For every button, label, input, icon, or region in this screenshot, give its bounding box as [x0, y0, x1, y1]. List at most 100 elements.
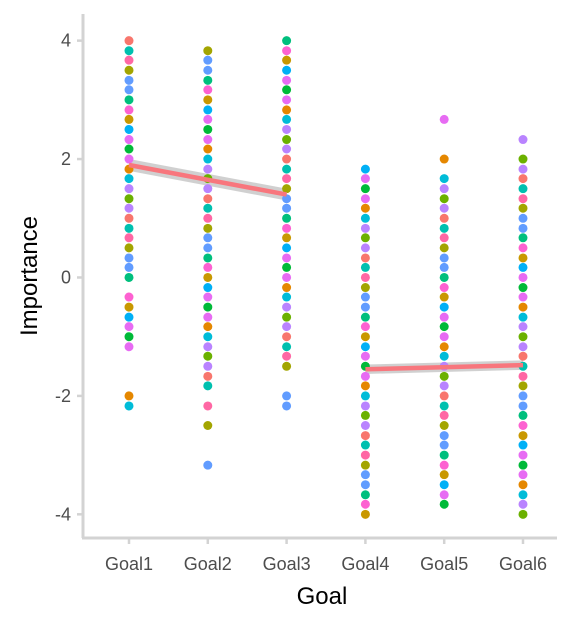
- data-point: [439, 371, 449, 381]
- data-point: [203, 262, 213, 272]
- data-point: [203, 75, 213, 85]
- data-point: [282, 213, 292, 223]
- data-point: [282, 46, 292, 56]
- data-point: [518, 184, 528, 194]
- data-point: [360, 322, 370, 332]
- data-point: [439, 272, 449, 282]
- data-point: [124, 233, 134, 243]
- data-point: [124, 312, 134, 322]
- data-point: [439, 322, 449, 332]
- data-point: [203, 184, 213, 194]
- data-point: [439, 243, 449, 253]
- data-point: [203, 351, 213, 361]
- data-point: [439, 499, 449, 509]
- data-point: [518, 283, 528, 293]
- data-point: [518, 312, 528, 322]
- data-point: [203, 460, 213, 470]
- data-point: [203, 135, 213, 145]
- data-point: [282, 75, 292, 85]
- data-point: [124, 124, 134, 134]
- data-point: [203, 381, 213, 391]
- data-point: [282, 243, 292, 253]
- data-point: [282, 342, 292, 352]
- data-point: [518, 410, 528, 420]
- data-point: [124, 401, 134, 411]
- x-tick-label: Goal3: [263, 554, 311, 574]
- data-point: [439, 440, 449, 450]
- data-point: [203, 203, 213, 213]
- data-point: [282, 85, 292, 95]
- data-point: [124, 46, 134, 56]
- data-point: [518, 243, 528, 253]
- data-point: [360, 292, 370, 302]
- data-point: [203, 283, 213, 293]
- data-point: [518, 164, 528, 174]
- data-point: [124, 174, 134, 184]
- data-point: [518, 480, 528, 490]
- data-point: [360, 283, 370, 293]
- data-point: [124, 65, 134, 75]
- data-point: [518, 401, 528, 411]
- data-point: [203, 302, 213, 312]
- data-point: [203, 272, 213, 282]
- data-point: [360, 401, 370, 411]
- data-point: [439, 233, 449, 243]
- data-point: [439, 381, 449, 391]
- data-point: [124, 75, 134, 85]
- data-point: [439, 410, 449, 420]
- data-point: [439, 401, 449, 411]
- data-point: [282, 272, 292, 282]
- data-point: [282, 184, 292, 194]
- data-point: [203, 95, 213, 105]
- data-point: [203, 361, 213, 371]
- data-point: [282, 65, 292, 75]
- data-point: [360, 223, 370, 233]
- data-point: [282, 361, 292, 371]
- data-point: [282, 332, 292, 342]
- data-point: [282, 401, 292, 411]
- y-axis-title: Importance: [16, 216, 43, 336]
- data-point: [282, 292, 292, 302]
- data-point: [439, 351, 449, 361]
- data-point: [203, 65, 213, 75]
- x-axis-title: Goal: [297, 583, 348, 610]
- data-point: [439, 194, 449, 204]
- data-point: [282, 105, 292, 115]
- data-point: [360, 499, 370, 509]
- data-point: [360, 332, 370, 342]
- y-tick-label: -2: [55, 386, 71, 406]
- data-point: [439, 312, 449, 322]
- x-tick-label: Goal2: [184, 554, 232, 574]
- data-point: [203, 223, 213, 233]
- data-point: [282, 174, 292, 184]
- data-point: [124, 322, 134, 332]
- data-point: [124, 154, 134, 164]
- data-point: [360, 253, 370, 263]
- data-point: [518, 391, 528, 401]
- data-point: [282, 351, 292, 361]
- data-point: [124, 342, 134, 352]
- data-point: [518, 322, 528, 332]
- data-point: [360, 351, 370, 361]
- data-point: [282, 164, 292, 174]
- data-point: [203, 144, 213, 154]
- data-point: [518, 233, 528, 243]
- data-point: [282, 262, 292, 272]
- data-point: [518, 421, 528, 431]
- data-point: [439, 283, 449, 293]
- data-points: [124, 36, 528, 519]
- data-point: [203, 194, 213, 204]
- data-point: [518, 203, 528, 213]
- data-point: [282, 114, 292, 124]
- data-point: [124, 213, 134, 223]
- data-point: [124, 55, 134, 65]
- data-point: [518, 509, 528, 519]
- y-ticks: -4 -2 0 2 4: [55, 31, 83, 524]
- data-point: [518, 332, 528, 342]
- data-point: [518, 431, 528, 441]
- data-point: [282, 233, 292, 243]
- data-point: [360, 371, 370, 381]
- data-point: [360, 342, 370, 352]
- data-point: [124, 135, 134, 145]
